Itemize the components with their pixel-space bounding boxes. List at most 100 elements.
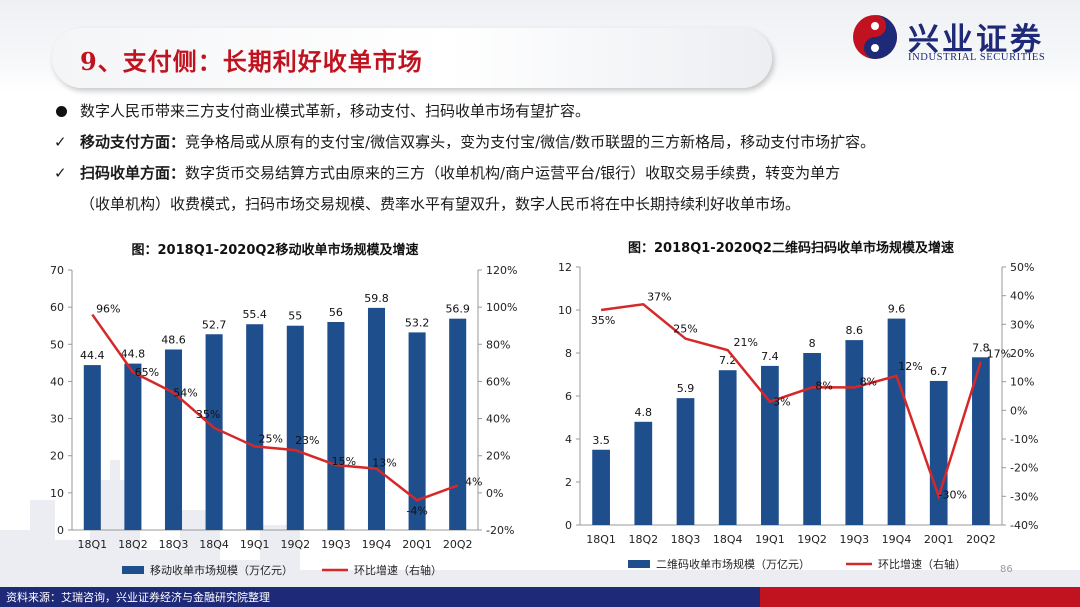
line-data-label: 13% (372, 457, 396, 470)
bar (972, 357, 990, 525)
right-tick-label: 120% (486, 264, 517, 277)
line-data-label: 21% (733, 336, 757, 349)
bar (929, 380, 948, 525)
bar-data-label: 4.8 (635, 406, 653, 419)
bullet-item: 数字人民币带来三方支付商业模式革新，移动支付、扫码收单市场有望扩容。 (52, 96, 1062, 127)
right-tick-label: 80% (486, 338, 510, 351)
chart-title: 图：2018Q1-2020Q2二维码扫码收单市场规模及增速 (628, 240, 954, 256)
bar-data-label: 9.6 (888, 303, 906, 316)
left-tick-label: 2 (565, 476, 572, 489)
bar-data-label: 8 (809, 337, 816, 350)
footer-accent (760, 587, 1080, 607)
bullet-item: ✓ 移动支付方面：竞争格局或从原有的支付宝/微信双寡头，变为支付宝/微信/数币联… (52, 127, 1062, 158)
bar (408, 332, 426, 530)
line-data-label: 37% (647, 290, 671, 303)
left-tick-label: 40 (50, 375, 64, 388)
right-tick-label: 30% (1010, 318, 1034, 331)
bar-data-label: 48.6 (161, 333, 186, 346)
x-tick-label: 18Q4 (713, 533, 743, 546)
legend-line-label: 环比增速（右轴） (878, 557, 966, 571)
left-tick-label: 8 (565, 347, 572, 360)
line-data-label: -30% (938, 488, 966, 501)
right-tick-label: 20% (486, 450, 510, 463)
line-data-label: 12% (898, 360, 922, 373)
left-tick-label: 6 (565, 390, 572, 403)
bar-data-label: 5.9 (677, 382, 695, 395)
right-tick-label: 20% (1010, 347, 1034, 360)
x-tick-label: 20Q2 (443, 538, 473, 551)
legend-line-label: 环比增速（右轴） (354, 563, 442, 577)
page-title: 9、支付侧：长期利好收单市场 (80, 47, 423, 76)
x-tick-label: 19Q4 (362, 538, 392, 551)
bar-data-label: 55 (288, 310, 302, 323)
bullet-text: 数字货币交易结算方式由原来的三方（收单机构/商户运营平台/银行）收取交易手续费，… (185, 164, 841, 182)
bar (634, 421, 653, 525)
growth-line (600, 302, 983, 501)
bullet-heading: 移动支付方面： (80, 133, 186, 151)
x-tick-label: 18Q2 (628, 533, 658, 546)
bar (83, 365, 101, 530)
x-tick-label: 19Q3 (839, 533, 869, 546)
x-tick-label: 19Q3 (321, 538, 351, 551)
x-tick-label: 18Q2 (118, 538, 148, 551)
bar (718, 370, 737, 525)
right-tick-label: 40% (1010, 290, 1034, 303)
line-data-label: 4% (465, 475, 482, 488)
bar (449, 318, 467, 530)
right-tick-label: 40% (486, 413, 510, 426)
left-tick-label: 20 (50, 450, 64, 463)
bullet-list: 数字人民币带来三方支付商业模式革新，移动支付、扫码收单市场有望扩容。 ✓ 移动支… (52, 96, 1062, 220)
bullet-text: 竞争格局或从原有的支付宝/微信双寡头，变为支付宝/微信/数币联盟的三方新格局，移… (185, 133, 876, 151)
right-tick-label: 10% (1010, 376, 1034, 389)
x-tick-label: 19Q1 (755, 533, 785, 546)
x-tick-label: 19Q4 (882, 533, 912, 546)
left-tick-label: 4 (565, 433, 572, 446)
bar (246, 324, 264, 530)
line-data-label: 54% (173, 387, 197, 400)
left-tick-label: 10 (558, 304, 572, 317)
bar-data-label: 52.7 (202, 318, 227, 331)
bar (367, 307, 386, 530)
bar-data-label: 56.9 (445, 303, 470, 316)
x-tick-label: 18Q1 (586, 533, 616, 546)
line-data-label: 65% (135, 366, 159, 379)
x-tick-label: 18Q4 (199, 538, 229, 551)
line-data-label: 15% (332, 455, 356, 468)
line-data-label: 25% (673, 323, 697, 336)
legend-bar-label: 二维码收单市场规模（万亿元） (656, 557, 810, 571)
left-tick-label: 60 (50, 301, 64, 314)
line-data-label: 35% (196, 408, 220, 421)
bar-data-label: 53.2 (405, 316, 430, 329)
logo-mark-icon (853, 15, 897, 59)
growth-line (91, 313, 459, 502)
right-tick-label: -20% (1010, 462, 1038, 475)
right-tick-label: -20% (486, 524, 514, 537)
bar-data-label: 3.5 (592, 434, 610, 447)
left-tick-label: 10 (50, 487, 64, 500)
line-data-label: -4% (406, 504, 427, 517)
right-tick-label: -10% (1010, 433, 1038, 446)
bar-data-label: 6.7 (930, 365, 948, 378)
page-number: 86 (1000, 564, 1013, 575)
line-data-label: 35% (591, 314, 615, 327)
x-tick-label: 19Q2 (797, 533, 827, 546)
bullet-item: ✓ 扫码收单方面：数字货币交易结算方式由原来的三方（收单机构/商户运营平台/银行… (52, 158, 1062, 189)
bar-data-label: 7.8 (972, 341, 990, 354)
bar-data-label: 8.6 (846, 324, 864, 337)
bar-data-label: 56 (329, 306, 343, 319)
right-tick-label: 60% (486, 375, 510, 388)
bar (887, 318, 906, 525)
left-tick-label: 12 (558, 261, 572, 274)
bullet-dot-icon (56, 106, 67, 117)
legend-bar-swatch (628, 560, 650, 568)
title-banner (52, 28, 772, 88)
left-tick-label: 70 (50, 264, 64, 277)
bar (761, 365, 779, 525)
left-tick-label: 0 (57, 524, 64, 537)
right-tick-label: 0% (486, 487, 503, 500)
bar-data-label: 59.8 (364, 292, 389, 305)
left-tick-label: 50 (50, 338, 64, 351)
x-tick-label: 20Q1 (924, 533, 954, 546)
